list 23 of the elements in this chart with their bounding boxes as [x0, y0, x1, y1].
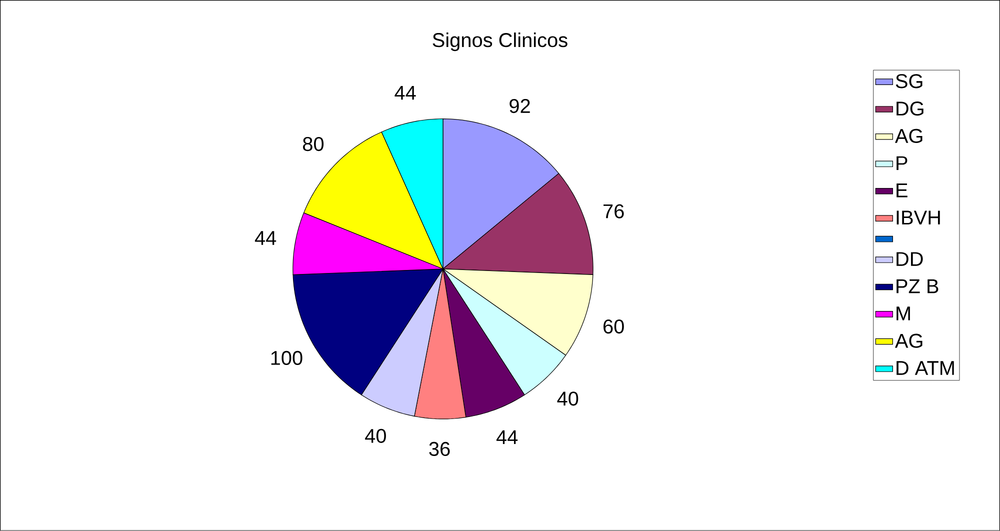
data-label: 100 — [271, 350, 302, 366]
legend-label: AG — [894, 129, 922, 144]
legend-label: D ATM — [896, 361, 954, 375]
data-label: 44 — [496, 430, 518, 444]
data-label: 40 — [557, 392, 578, 406]
data-label: 76 — [604, 204, 624, 218]
chart-title: Signos Clinicos — [432, 32, 568, 52]
legend-label: IBVH — [896, 210, 940, 225]
data-label: 36 — [429, 442, 450, 456]
legend-label: PZ B — [896, 279, 938, 294]
legend-label: SG — [896, 74, 922, 88]
data-label: 80 — [303, 137, 324, 152]
data-label: 92 — [510, 99, 530, 114]
legend-label: M — [896, 306, 910, 320]
data-label: 44 — [254, 231, 276, 245]
data-label: 60 — [604, 320, 624, 334]
legend-label: AG — [894, 334, 922, 348]
data-label: 44 — [394, 86, 416, 100]
legend-label: E — [896, 184, 908, 198]
legend-label: DD — [896, 252, 923, 266]
data-label: 40 — [365, 428, 386, 444]
legend-label: DG — [896, 102, 924, 116]
legend-label: P — [896, 156, 908, 170]
